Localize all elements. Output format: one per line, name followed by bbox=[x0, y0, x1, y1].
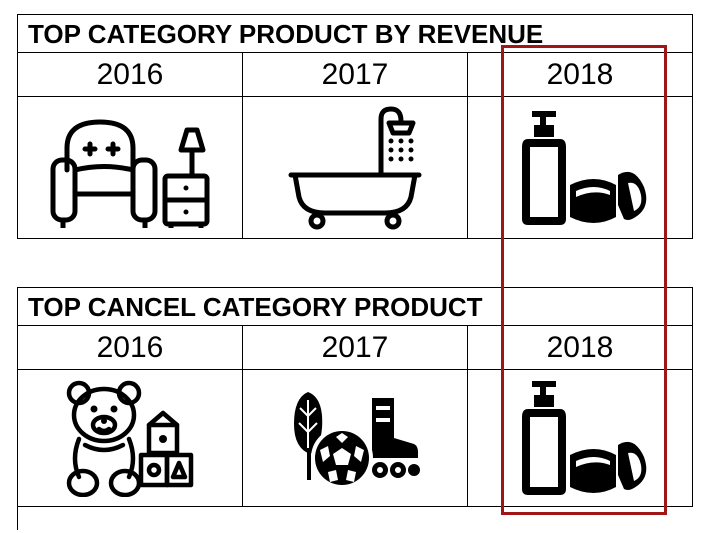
cosmetics-bottle-jar-icon bbox=[522, 110, 647, 225]
teddy-bear-blocks-icon bbox=[66, 380, 194, 497]
sports-ball-skate-icon bbox=[294, 392, 420, 488]
revenue-year-2017: 2017 bbox=[242, 53, 467, 96]
cancel-year-2018: 2018 bbox=[467, 326, 692, 369]
revenue-icon-cell-2017 bbox=[242, 97, 467, 238]
revenue-year-row: 2016 2017 2018 bbox=[18, 53, 692, 97]
table-edge-stub bbox=[17, 506, 18, 530]
revenue-icon-cell-2018 bbox=[467, 97, 692, 238]
revenue-icon-cell-2016 bbox=[18, 97, 242, 238]
cancel-icon-cell-2017 bbox=[242, 370, 467, 506]
cancel-icon-cell-2018 bbox=[467, 370, 692, 506]
revenue-year-2016: 2016 bbox=[96, 58, 164, 91]
cancel-icon-cell-2016 bbox=[18, 370, 242, 506]
armchair-lamp-icon bbox=[50, 119, 210, 228]
cancel-year-2016: 2016 bbox=[96, 331, 164, 364]
cancel-year-row: 2016 2017 2018 bbox=[18, 326, 692, 370]
cosmetics-bottle-jar-icon bbox=[522, 381, 647, 495]
cancel-table-title: TOP CANCEL CATEGORY PRODUCT bbox=[18, 288, 692, 326]
highlight-2018-box bbox=[501, 45, 667, 515]
revenue-table-title: TOP CATEGORY PRODUCT BY REVENUE bbox=[18, 15, 692, 53]
revenue-icon-row bbox=[18, 97, 692, 238]
revenue-table: TOP CATEGORY PRODUCT BY REVENUE 2016 201… bbox=[17, 14, 693, 239]
cancel-icon-row bbox=[18, 370, 692, 506]
cancel-table: TOP CANCEL CATEGORY PRODUCT 2016 2017 20… bbox=[17, 287, 693, 507]
bathtub-shower-icon bbox=[288, 106, 422, 229]
cancel-year-2017: 2017 bbox=[242, 326, 467, 369]
revenue-year-2018: 2018 bbox=[467, 53, 692, 96]
